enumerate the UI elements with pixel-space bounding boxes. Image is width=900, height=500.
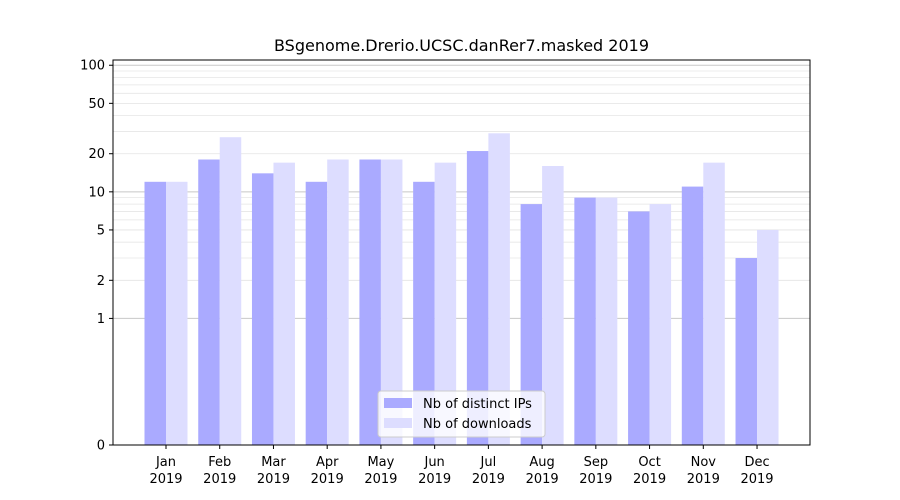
x-tick-label-year: 2019	[364, 472, 397, 487]
bar-distinct-ips-sep	[574, 197, 596, 445]
bar-downloads-apr	[327, 159, 349, 445]
bar-downloads-sep	[595, 197, 618, 445]
bar-distinct-ips-mar	[251, 173, 274, 445]
bar-downloads-mar	[273, 162, 295, 445]
x-tick-label-month: Mar	[261, 455, 286, 470]
bar-distinct-ips-jul	[466, 151, 489, 445]
x-tick-label-month: Jan	[155, 455, 176, 470]
bar-distinct-ips-apr	[305, 181, 328, 445]
x-tick-label-month: Nov	[691, 455, 717, 470]
x-tick-label-year: 2019	[418, 472, 451, 487]
y-tick-label: 10	[88, 185, 105, 200]
bar-downloads-feb	[219, 137, 242, 446]
bar-distinct-ips-dec	[735, 258, 758, 445]
y-tick-label: 20	[88, 147, 105, 162]
legend-swatch	[384, 398, 412, 408]
x-tick-label-month: Aug	[529, 455, 554, 470]
x-tick-label-month: Jul	[480, 455, 497, 470]
x-tick-label-month: Jun	[423, 455, 444, 470]
bar-distinct-ips-may	[359, 159, 381, 445]
x-tick-label-year: 2019	[311, 472, 344, 487]
legend: Nb of distinct IPs Nb of downloads	[377, 390, 546, 438]
y-tick-label: 0	[97, 439, 105, 454]
bar-downloads-nov	[703, 162, 725, 445]
x-tick-label-month: Apr	[316, 455, 339, 470]
legend-box	[377, 390, 546, 438]
legend-label: Nb of distinct IPs	[423, 397, 532, 412]
x-tick-label-year: 2019	[633, 472, 666, 487]
bar-downloads-jul	[488, 133, 510, 445]
y-tick-label: 1	[97, 312, 105, 327]
axes-frame	[112, 59, 811, 446]
x-tick-label-month: Feb	[208, 455, 231, 470]
legend-label: Nb of downloads	[423, 417, 532, 432]
bar-distinct-ips-nov	[681, 186, 704, 446]
bar-downloads-oct	[649, 204, 672, 445]
bar-downloads-jan	[166, 181, 188, 445]
bar-distinct-ips-jan	[144, 181, 166, 445]
x-tick-label-month: May	[367, 455, 394, 470]
y-tick-label: 5	[97, 223, 105, 238]
x-tick-label-year: 2019	[526, 472, 559, 487]
bar-distinct-ips-oct	[628, 211, 650, 445]
bar-downloads-may	[380, 159, 403, 445]
bar-downloads-aug	[542, 165, 564, 446]
bar-distinct-ips-aug	[520, 204, 543, 445]
y-tick-label: 100	[80, 59, 105, 74]
x-tick-label-year: 2019	[740, 472, 773, 487]
bar-distinct-ips-feb	[198, 159, 220, 445]
x-tick-label-year: 2019	[579, 472, 612, 487]
x-tick-label-year: 2019	[257, 472, 290, 487]
bar-downloads-jun	[434, 162, 457, 445]
bar-distinct-ips-jun	[413, 181, 435, 445]
x-tick-label-month: Sep	[584, 455, 609, 470]
legend-swatch	[384, 418, 412, 428]
x-tick-label-year: 2019	[203, 472, 236, 487]
x-tick-label-year: 2019	[149, 472, 182, 487]
bar-downloads-dec	[757, 229, 779, 445]
y-tick-label: 2	[97, 274, 105, 289]
y-tick-label: 50	[88, 97, 105, 112]
chart-title: BSgenome.Drerio.UCSC.danRer7.masked 2019	[274, 36, 649, 55]
x-tick-label-year: 2019	[687, 472, 720, 487]
x-tick-label-month: Dec	[744, 455, 769, 470]
x-tick-label-year: 2019	[472, 472, 505, 487]
x-tick-label-month: Oct	[638, 455, 660, 470]
